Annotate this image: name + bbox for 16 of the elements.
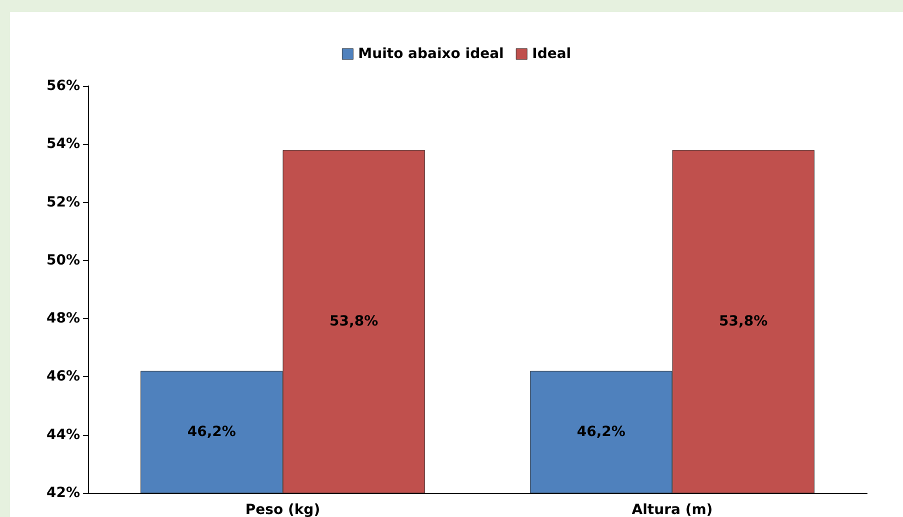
y-tick-label: 44% [46,426,80,443]
data-label: 46,2% [576,424,626,440]
x-tick-label: Peso (kg) [245,502,320,517]
y-tick-label: 52% [46,194,80,210]
legend-label: Muito abaixo ideal [358,46,504,62]
data-label: 53,8% [719,314,768,330]
y-tick-label: 50% [46,252,80,268]
legend-label: Ideal [532,46,572,62]
data-label: 53,8% [330,314,378,330]
y-tick-label: 56% [46,78,80,94]
y-tick-label: 42% [46,485,80,501]
x-tick-label: Altura (m) [632,502,713,517]
y-tick-label: 54% [46,136,80,152]
y-tick-label: 48% [46,310,80,327]
y-tick-label: 46% [46,368,80,385]
data-label: 46,2% [187,424,236,440]
